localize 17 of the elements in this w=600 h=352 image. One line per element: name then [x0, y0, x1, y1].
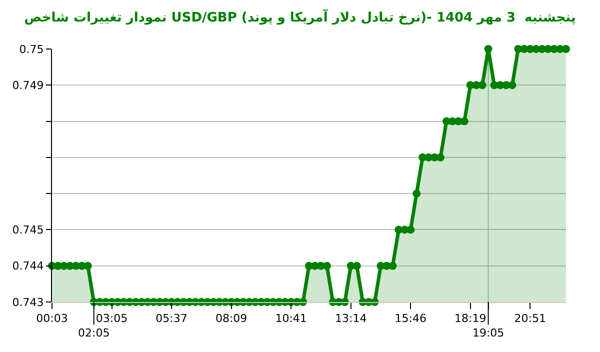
chart-title: نمودار تغییرات شاخص USD/GBP (نرخ تبادل دلار آمریکا و پوند)- پنجشنبه 3 مهر 1404	[24, 8, 576, 26]
y-tick-label: 0.75	[19, 42, 44, 56]
y-tick-label: 0.745	[12, 224, 44, 237]
y-tick-label: 0.744	[12, 260, 44, 273]
y-tick-label: 0.743	[12, 296, 44, 309]
x-tick-label: 00:03	[36, 312, 68, 326]
x-tick-label: 08:09	[215, 312, 248, 326]
x-tick-label: 05:37	[156, 312, 188, 326]
x-tick-label: 15:46	[394, 312, 426, 326]
x-tick-label: 02:05	[78, 326, 110, 340]
x-tick-label: 20:51	[514, 312, 546, 326]
x-tick-label: 19:05	[472, 326, 504, 340]
y-tick-label: 0.749	[12, 78, 44, 92]
x-tick-label: 18:19	[454, 312, 486, 326]
x-tick-label: 03:05	[96, 312, 128, 326]
x-tick-label: 13:14	[334, 312, 367, 326]
x-tick-label: 10:41	[275, 312, 307, 326]
